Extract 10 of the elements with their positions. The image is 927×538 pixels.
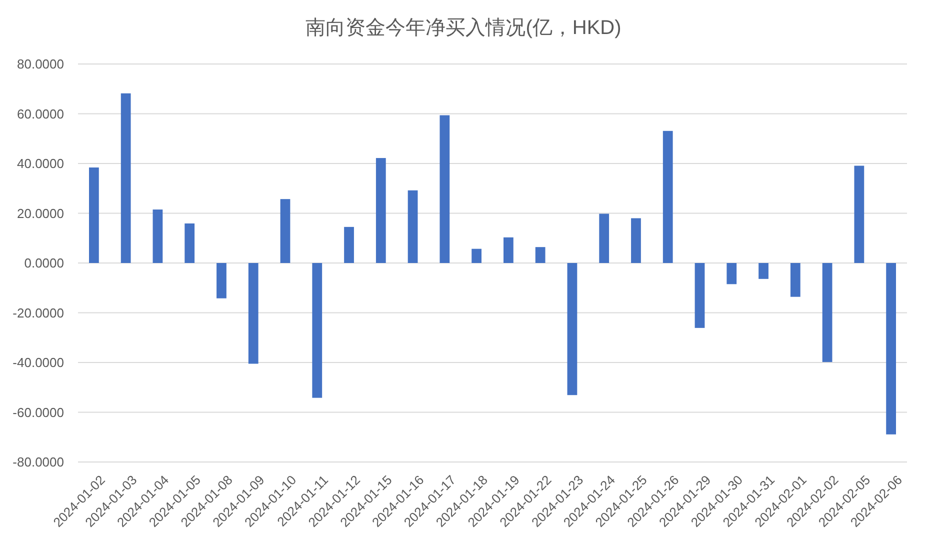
y-tick-label: -40.0000	[12, 355, 64, 370]
y-tick-label: -60.0000	[12, 404, 64, 420]
y-tick-label: 0.0000	[24, 256, 64, 270]
y-tick-label: 20.0000	[17, 206, 64, 221]
title: 南向资金今年净买入情况(亿，HKD)	[306, 17, 622, 39]
y-tick-label: 40.0000	[17, 156, 64, 171]
y-tick-label: -80.0000	[12, 454, 64, 470]
y-tick-label: 60.0000	[17, 106, 64, 122]
y-tick-label: 80.0000	[17, 56, 64, 72]
y-tick-label: -20.0000	[12, 305, 64, 320]
